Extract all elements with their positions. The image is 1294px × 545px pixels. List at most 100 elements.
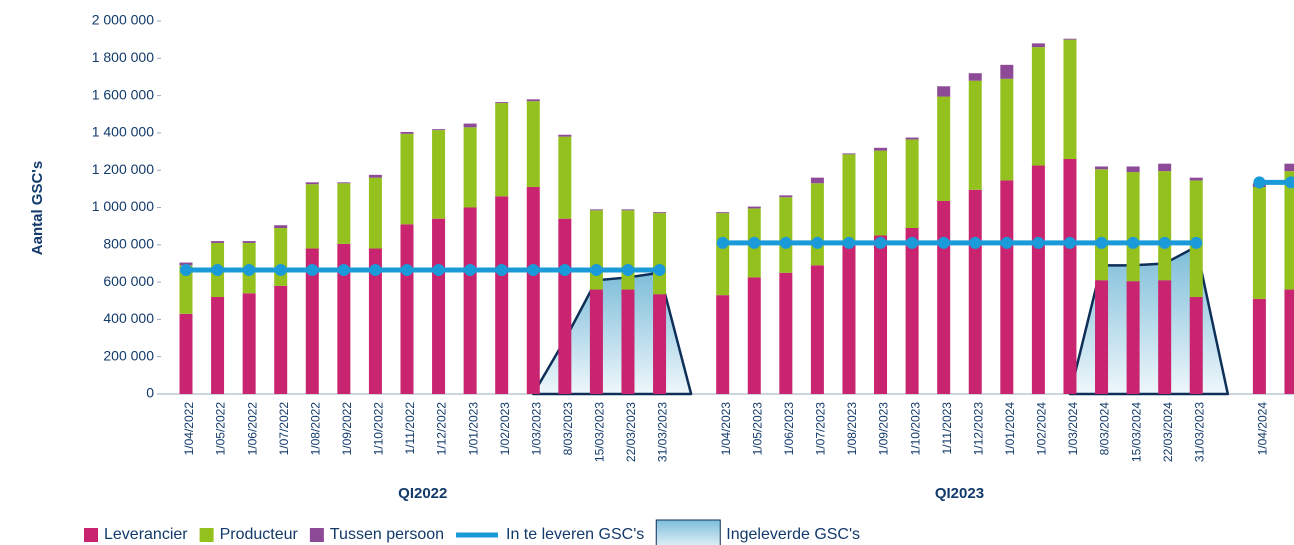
x-tick-label: 8/03/2023 bbox=[561, 402, 575, 456]
bar-segment bbox=[368, 177, 382, 249]
x-tick-label: 1/01/2024 bbox=[1003, 402, 1017, 456]
x-tick-label: 1/09/2022 bbox=[340, 402, 354, 456]
bar-segment bbox=[1063, 38, 1077, 40]
bar-segment bbox=[779, 272, 793, 394]
bar-segment bbox=[810, 183, 824, 266]
legend-swatch bbox=[655, 519, 721, 545]
bar-segment bbox=[558, 218, 572, 394]
bar-segment bbox=[716, 213, 730, 296]
line-marker bbox=[369, 263, 382, 276]
line-marker bbox=[527, 263, 540, 276]
legend-swatch bbox=[309, 528, 324, 542]
bar-segment bbox=[905, 228, 919, 394]
line-marker bbox=[274, 263, 287, 276]
line-marker bbox=[1000, 236, 1013, 249]
bar-segment bbox=[1284, 163, 1294, 172]
bar-segment bbox=[1031, 47, 1045, 166]
y-tick-label: 2 000 000 bbox=[92, 12, 154, 28]
legend-label: Ingeleverde GSC's bbox=[726, 526, 860, 543]
bar-segment bbox=[179, 262, 193, 266]
bar-segment bbox=[1126, 172, 1140, 282]
bar-segment bbox=[1158, 163, 1172, 172]
bar-segment bbox=[621, 289, 635, 394]
bar-segment bbox=[558, 134, 572, 137]
legend-label: Producteur bbox=[220, 526, 299, 543]
bar-segment bbox=[968, 80, 982, 190]
bar-segment bbox=[558, 136, 572, 219]
x-tick-label: 1/12/2023 bbox=[971, 402, 985, 456]
line-marker bbox=[1158, 236, 1171, 249]
line-marker bbox=[969, 236, 982, 249]
x-tick-label: 15/03/2023 bbox=[593, 402, 607, 462]
bar-segment bbox=[810, 177, 824, 184]
area bbox=[532, 271, 693, 396]
bar-segment bbox=[337, 182, 351, 184]
line-marker bbox=[1253, 176, 1266, 189]
bar-segment bbox=[874, 235, 888, 394]
x-tick-label: 31/03/2023 bbox=[656, 402, 670, 462]
bar-segment bbox=[495, 103, 509, 197]
line-marker bbox=[1190, 236, 1203, 249]
bar-segment bbox=[779, 197, 793, 273]
x-tick-label: 1/07/2022 bbox=[277, 402, 291, 456]
bar-segment bbox=[1031, 165, 1045, 394]
group-label: QI2023 bbox=[935, 485, 984, 502]
bar-segment bbox=[937, 200, 951, 394]
x-tick-label: 1/03/2023 bbox=[529, 402, 543, 456]
y-tick-label: 1 600 000 bbox=[92, 86, 154, 102]
line-marker bbox=[937, 236, 950, 249]
y-tick-label: 1 200 000 bbox=[92, 161, 154, 177]
x-tick-label: 8/03/2024 bbox=[1098, 402, 1112, 456]
x-tick-label: 1/09/2023 bbox=[877, 402, 891, 456]
bar-segment bbox=[1095, 280, 1109, 394]
x-tick-label: 1/06/2022 bbox=[245, 402, 259, 456]
bar-segment bbox=[621, 210, 635, 290]
y-tick-label: 800 000 bbox=[103, 236, 154, 252]
line-marker bbox=[1284, 176, 1294, 189]
y-tick-label: 400 000 bbox=[103, 310, 154, 326]
bar-segment bbox=[305, 182, 319, 185]
bar-segment bbox=[463, 123, 477, 128]
bar-segment bbox=[716, 295, 730, 394]
bar-segment bbox=[400, 133, 414, 225]
line-marker bbox=[211, 263, 224, 276]
line-marker bbox=[464, 263, 477, 276]
bar-segment bbox=[842, 244, 856, 394]
bar-segment bbox=[1063, 39, 1077, 160]
legend-label: Tussen persoon bbox=[330, 526, 444, 543]
bar-segment bbox=[1158, 280, 1172, 394]
x-tick-label: 1/04/2024 bbox=[1256, 402, 1270, 456]
x-tick-label: 1/12/2022 bbox=[435, 402, 449, 456]
x-tick-label: 1/07/2023 bbox=[814, 402, 828, 456]
y-tick-label: 600 000 bbox=[103, 273, 154, 289]
x-tick-label: 1/02/2023 bbox=[498, 402, 512, 456]
bar-segment bbox=[400, 224, 414, 394]
line-marker bbox=[1127, 236, 1140, 249]
bar-segment bbox=[432, 129, 446, 131]
bar-segment bbox=[1063, 159, 1077, 394]
bar-segment bbox=[368, 174, 382, 178]
x-tick-label: 1/05/2023 bbox=[750, 402, 764, 456]
bar-segment bbox=[874, 147, 888, 151]
bar-segment bbox=[905, 137, 919, 140]
y-axis-label: Aantal GSC's bbox=[29, 161, 46, 255]
bar-segment bbox=[432, 218, 446, 394]
x-tick-label: 31/03/2023 bbox=[1192, 402, 1206, 462]
line-marker bbox=[400, 263, 413, 276]
bar-segment bbox=[1126, 166, 1140, 173]
bar-segment bbox=[242, 241, 256, 243]
y-tick-label: 200 000 bbox=[103, 347, 154, 363]
bar-segment bbox=[589, 210, 603, 290]
bar-segment bbox=[495, 102, 509, 104]
x-tick-label: 1/11/2022 bbox=[403, 402, 417, 455]
bar-segment bbox=[1000, 180, 1014, 394]
bar-segment bbox=[179, 313, 193, 394]
bar-segment bbox=[1252, 298, 1266, 394]
bar-segment bbox=[747, 206, 761, 209]
y-tick-label: 1 400 000 bbox=[92, 124, 154, 140]
line-marker bbox=[180, 263, 192, 276]
bar-segment bbox=[716, 212, 730, 214]
bar-segment bbox=[1284, 289, 1294, 394]
x-tick-label: 1/03/2024 bbox=[1066, 402, 1080, 456]
